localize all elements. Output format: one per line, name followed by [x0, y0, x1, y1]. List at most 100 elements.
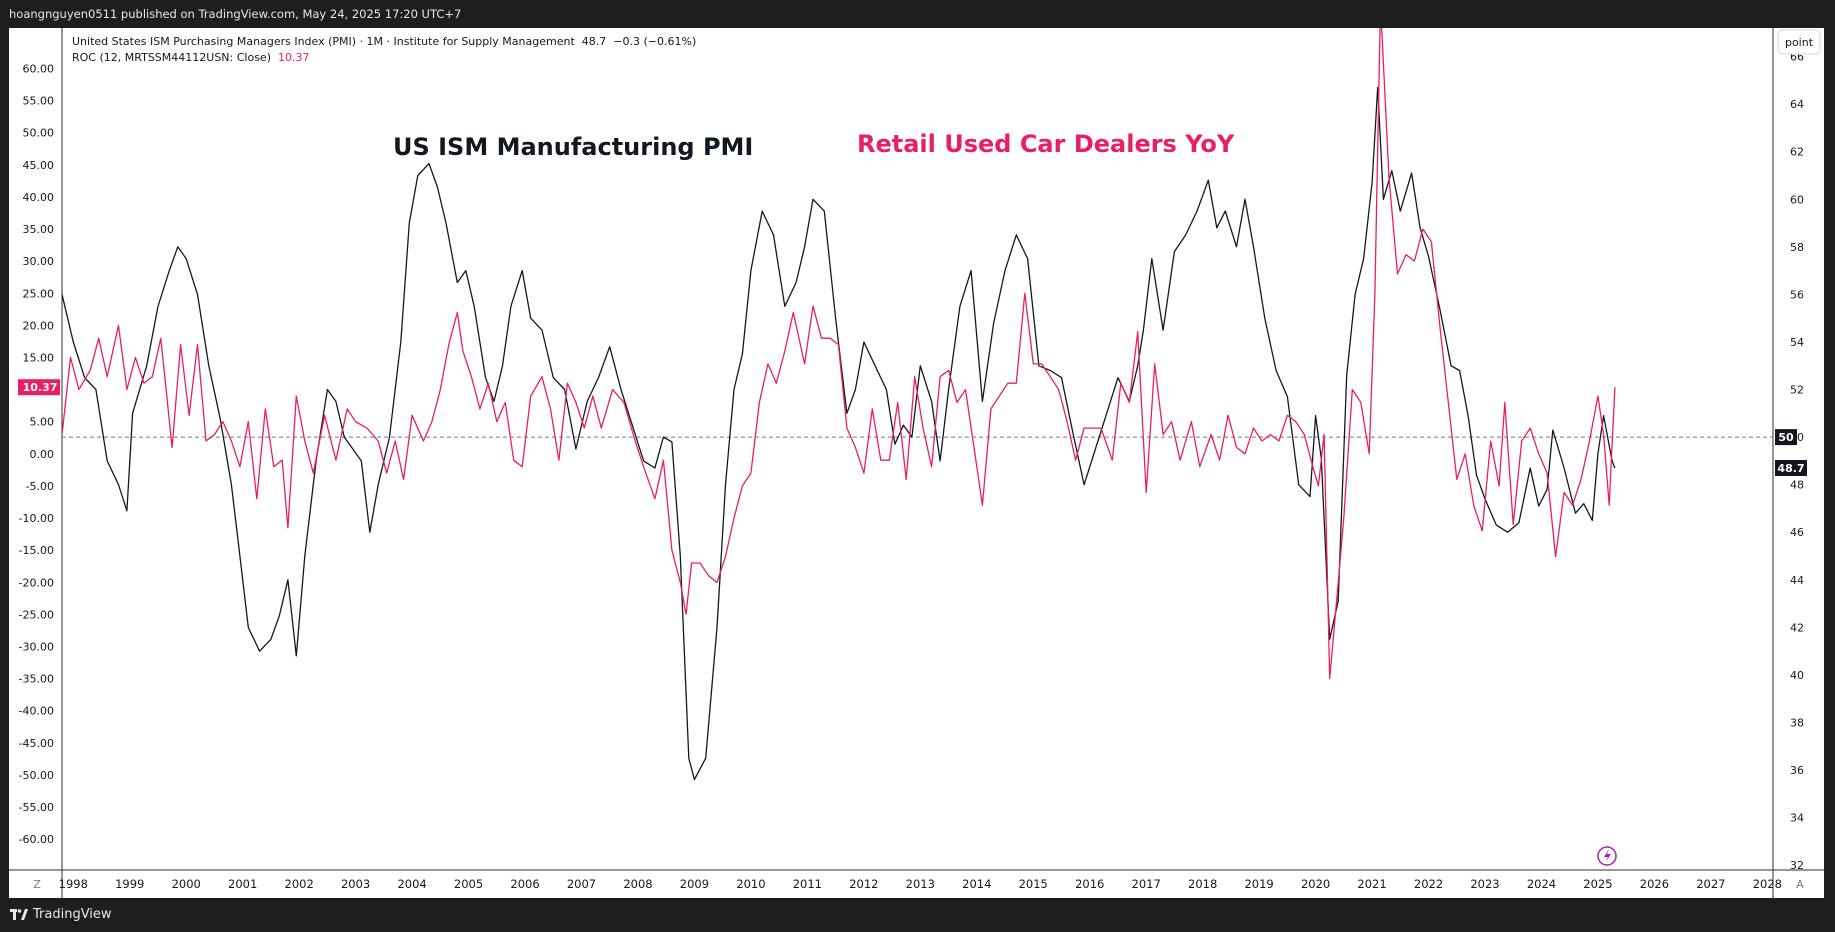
time-tick-label: 2006 [510, 877, 539, 891]
series-layer [62, 4, 1616, 781]
left-tick-label: -45.00 [19, 737, 54, 750]
right-tick-label: 58 [1790, 241, 1804, 254]
time-tick-label: 2011 [793, 877, 822, 891]
left-tick-label: 35.00 [23, 223, 55, 236]
left-tick-label: -25.00 [19, 608, 54, 621]
time-tick-label: 2025 [1583, 877, 1612, 891]
time-tick-label: 2000 [172, 877, 201, 891]
time-tick-label: 2007 [567, 877, 596, 891]
right-tick-label: 42 [1790, 621, 1804, 634]
time-tick-label: 2005 [454, 877, 483, 891]
time-tick-label: 2012 [849, 877, 878, 891]
time-tick-label: 2021 [1357, 877, 1386, 891]
zoom-button[interactable]: Z [33, 878, 41, 891]
time-tick-label: 2003 [341, 877, 370, 891]
left-tick-label: 20.00 [23, 319, 55, 332]
brand-label: TradingView [33, 907, 112, 922]
legend-roc-row[interactable]: ROC (12, MRTSSM44112USN: Close) 10.37 [72, 50, 696, 66]
left-tick-label: -35.00 [19, 673, 54, 686]
time-tick-label: 2027 [1696, 877, 1725, 891]
time-tick-label: 2018 [1188, 877, 1217, 891]
time-tick-label: 2010 [736, 877, 765, 891]
time-tick-label: 1999 [115, 877, 144, 891]
publisher-bar: hoangnguyen0511 published on TradingView… [0, 0, 1835, 28]
annotation-roc-title[interactable]: Retail Used Car Dealers YoY [857, 130, 1235, 158]
left-price-axis: 60.00 55.00 50.00 45.00 40.00 35.00 30.00 25.00… [19, 62, 54, 846]
lightning-bolt-icon [1604, 849, 1611, 863]
time-tick-label: 2024 [1527, 877, 1556, 891]
reference-label-box [1775, 429, 1797, 446]
right-tick-label: 38 [1790, 717, 1804, 730]
left-tick-label: -60.00 [19, 833, 54, 846]
right-tick-label: 48 [1790, 479, 1804, 492]
time-tick-label: 2004 [397, 877, 426, 891]
right-tick-label: 32 [1790, 859, 1804, 872]
left-tick-label: -50.00 [19, 769, 54, 782]
plot-area [9, 28, 1824, 898]
right-price-axis: 666462605856545250484644424038363432poin… [1777, 29, 1821, 872]
lightning-icon[interactable] [1597, 846, 1617, 866]
legend-roc-value: 10.37 [277, 51, 310, 64]
roc-series-line[interactable] [62, 4, 1616, 680]
time-tick-label: 2015 [1019, 877, 1048, 891]
right-tick-label: 36 [1790, 764, 1804, 777]
chart-frame[interactable] [9, 28, 1824, 898]
right-tick-label: 60 [1790, 193, 1804, 206]
left-tick-label: -15.00 [19, 544, 54, 557]
time-tick-label: 2019 [1244, 877, 1273, 891]
reference-label: 50 [1778, 431, 1794, 444]
right-tick-label: 64 [1790, 98, 1804, 111]
labels-layer: 50 US ISM Manufacturing PMI Retail Used Ca… [18, 130, 1807, 866]
annotation-pmi-title[interactable]: US ISM Manufacturing PMI [393, 133, 753, 161]
time-tick-label: 2008 [623, 877, 652, 891]
right-tick-label: 56 [1790, 288, 1804, 301]
time-tick-label: 2014 [962, 877, 991, 891]
left-tick-label: 50.00 [23, 127, 55, 140]
legend-pmi-change: −0.3 (−0.61%) [613, 35, 697, 48]
legend-pmi-value: 48.7 [581, 35, 607, 48]
time-tick-label: 2002 [285, 877, 314, 891]
left-tick-label: -30.00 [19, 640, 54, 653]
left-tick-label: 5.00 [30, 416, 55, 429]
left-tick-label: 0.00 [30, 448, 55, 461]
left-tick-label: 45.00 [23, 159, 55, 172]
right-tick-label: 34 [1790, 812, 1804, 825]
left-tick-label: -10.00 [19, 512, 54, 525]
right-tick-label: 44 [1790, 574, 1804, 587]
right-tick-label: 54 [1790, 336, 1804, 349]
right-tick-label: 40 [1790, 669, 1804, 682]
roc-last-value-box [18, 379, 60, 396]
legend-pmi-title: United States ISM Purchasing Managers In… [72, 35, 575, 48]
legend-pmi-row[interactable]: United States ISM Purchasing Managers In… [72, 34, 696, 50]
left-tick-label: 60.00 [23, 62, 55, 75]
pmi-series-line[interactable] [62, 86, 1616, 781]
left-tick-label: 40.00 [23, 191, 55, 204]
right-tick-label: 62 [1790, 146, 1804, 159]
time-tick-label: 2026 [1640, 877, 1669, 891]
legend: United States ISM Purchasing Managers In… [72, 34, 696, 66]
left-tick-label: 25.00 [23, 287, 55, 300]
left-tick-label: 30.00 [23, 255, 55, 268]
publisher-text: hoangnguyen0511 published on TradingView… [9, 7, 462, 21]
right-tick-label: 52 [1790, 384, 1804, 397]
pmi-last-value-box [1775, 460, 1807, 477]
left-tick-label: -55.00 [19, 801, 54, 814]
tradingview-brand[interactable]: TradingView [10, 907, 112, 922]
auto-scale-button[interactable]: A [1796, 878, 1804, 891]
time-tick-label: 1998 [59, 877, 88, 891]
legend-roc-title: ROC (12, MRTSSM44112USN: Close) [72, 51, 271, 64]
time-tick-label: 2001 [228, 877, 257, 891]
bottom-bar: TradingView [0, 898, 1835, 932]
time-tick-label: 2017 [1132, 877, 1161, 891]
time-tick-label: 2022 [1414, 877, 1443, 891]
right-tick-label: 46 [1790, 526, 1804, 539]
time-tick-label: 2013 [906, 877, 935, 891]
time-axis: 1998 1999 2000 2001 2002 2003 2004 2005 2006 2007… [33, 877, 1804, 891]
time-tick-label: 2020 [1301, 877, 1330, 891]
time-tick-label: 2028 [1753, 877, 1782, 891]
time-tick-label: 2016 [1075, 877, 1104, 891]
left-tick-label: -20.00 [19, 576, 54, 589]
time-tick-label: 2023 [1470, 877, 1499, 891]
unit-button[interactable] [1777, 29, 1821, 55]
